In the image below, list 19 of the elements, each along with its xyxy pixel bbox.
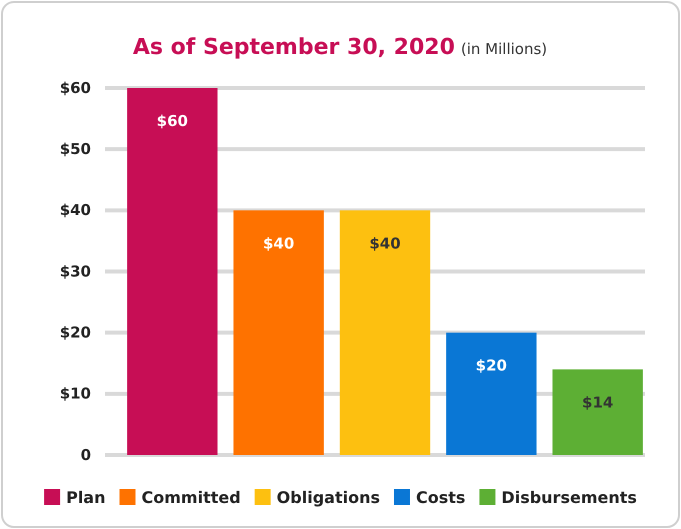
chart-subtitle: (in Millions): [460, 40, 548, 58]
y-tick-label: $10: [60, 384, 91, 403]
legend-label: Obligations: [276, 488, 380, 507]
data-label: $40: [369, 234, 401, 252]
legend-label: Committed: [142, 488, 241, 507]
y-tick-label: $50: [60, 140, 91, 158]
data-label: $20: [476, 356, 507, 375]
data-label: $14: [582, 393, 614, 412]
legend-label: Costs: [416, 488, 466, 507]
legend-label: Disbursements: [501, 488, 637, 507]
data-label: $60: [156, 112, 188, 130]
y-tick-label: $40: [60, 201, 91, 220]
data-label: $40: [263, 234, 294, 252]
y-tick-label: $30: [60, 262, 91, 280]
legend-label: Plan: [66, 488, 106, 507]
y-tick-label: $20: [60, 323, 91, 342]
y-tick-label: $60: [60, 78, 91, 97]
y-tick-label: 0: [80, 446, 91, 464]
chart-title: As of September 30, 2020: [132, 35, 455, 60]
